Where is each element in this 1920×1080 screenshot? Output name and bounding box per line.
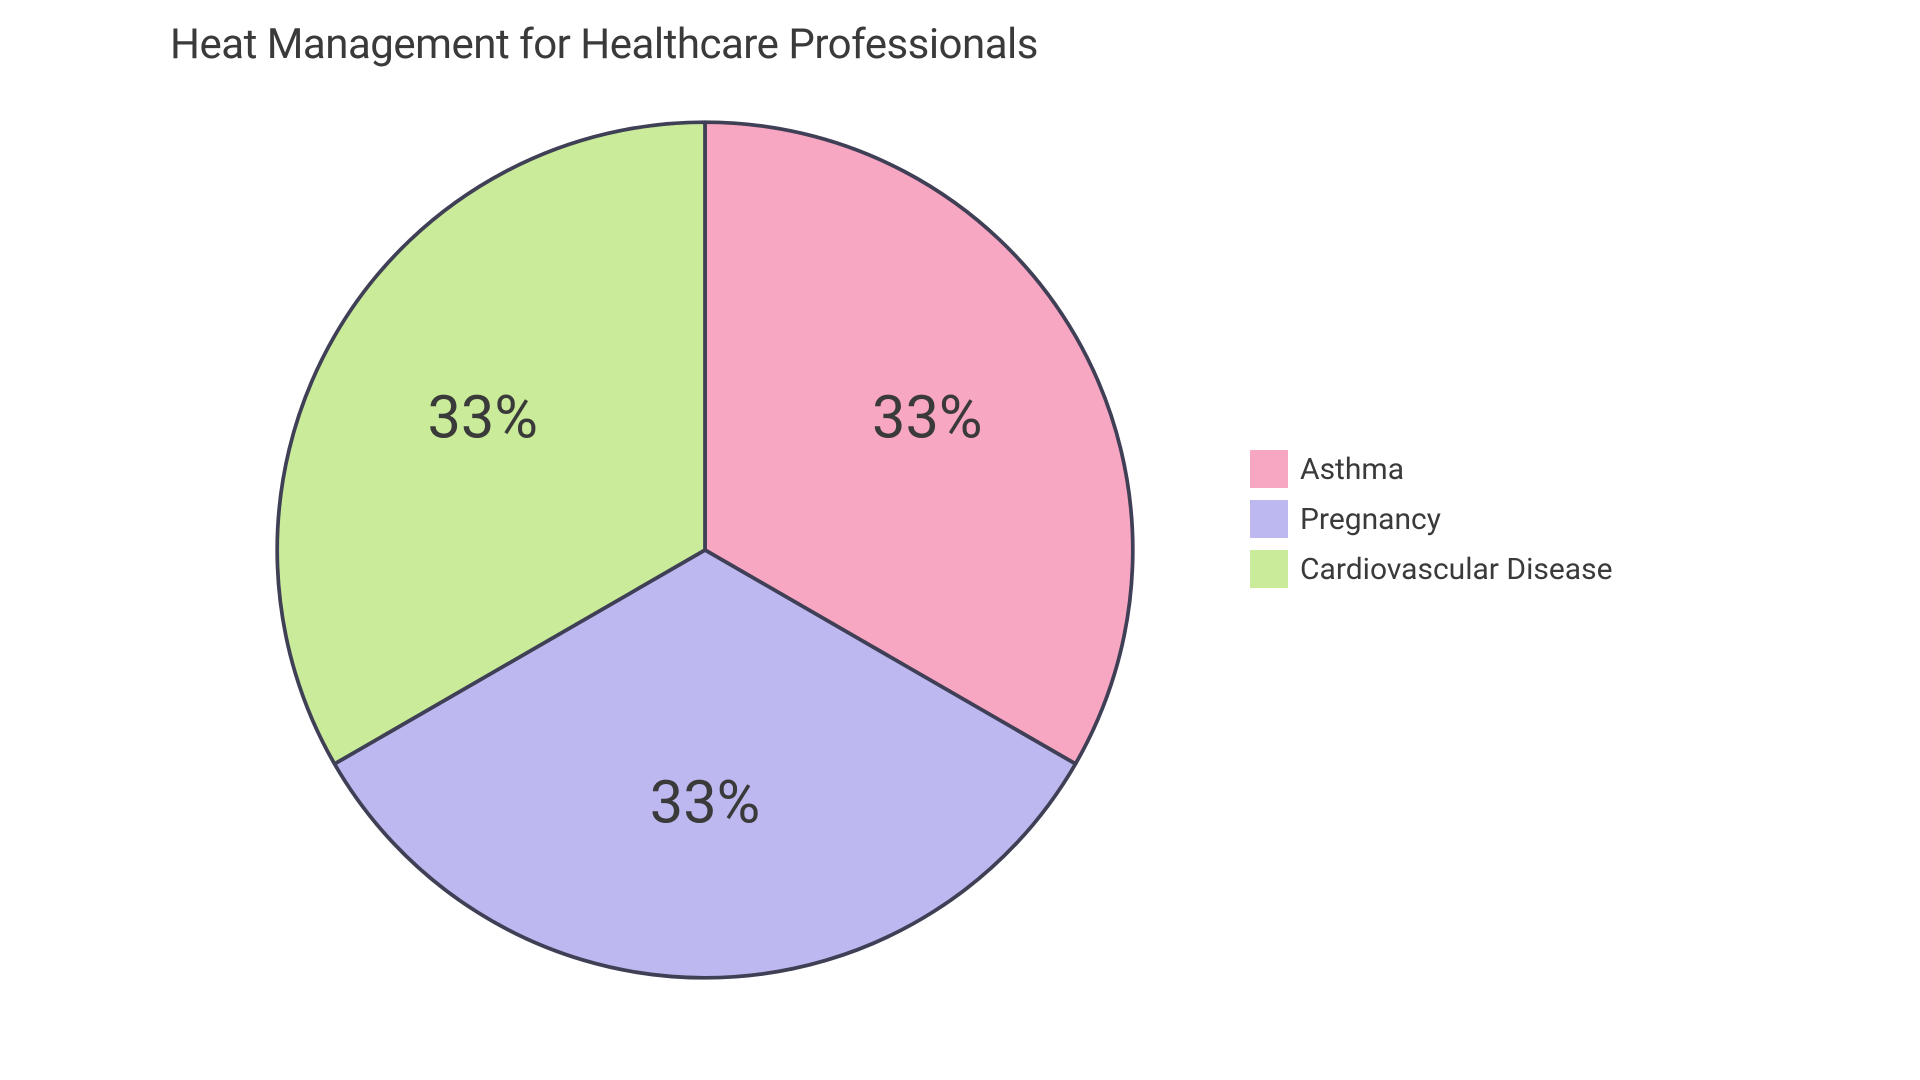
pie-slice-label: 33% — [872, 382, 983, 452]
legend-item: Pregnancy — [1250, 500, 1613, 538]
legend-label: Cardiovascular Disease — [1300, 552, 1613, 587]
pie-svg: 33% 33% 33% — [240, 85, 1170, 1015]
chart-container: Heat Management for Healthcare Professio… — [0, 0, 1920, 1080]
legend-swatch — [1250, 500, 1288, 538]
pie-slice-label: 33% — [427, 382, 538, 452]
legend-label: Asthma — [1300, 452, 1404, 487]
pie-slice-label: 33% — [650, 767, 761, 837]
legend-item: Asthma — [1250, 450, 1613, 488]
chart-title: Heat Management for Healthcare Professio… — [170, 20, 1038, 69]
legend-item: Cardiovascular Disease — [1250, 550, 1613, 588]
pie-chart: 33% 33% 33% — [240, 85, 1170, 1015]
legend-swatch — [1250, 550, 1288, 588]
legend-label: Pregnancy — [1300, 502, 1441, 537]
legend-swatch — [1250, 450, 1288, 488]
legend: Asthma Pregnancy Cardiovascular Disease — [1250, 450, 1613, 588]
